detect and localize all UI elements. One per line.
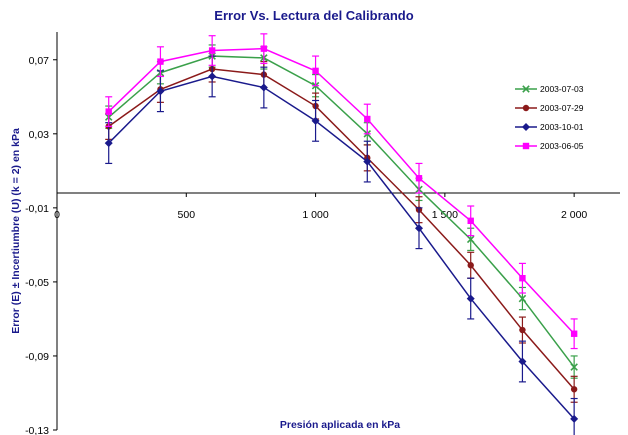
chart-title: Error Vs. Lectura del Calibrando xyxy=(214,8,413,23)
diamond-marker xyxy=(363,157,372,166)
series-2003-07-29 xyxy=(105,55,578,403)
legend-label: 2003-07-29 xyxy=(540,103,584,113)
x-tick-label: 2 000 xyxy=(561,209,587,221)
y-tick-label: -0,13 xyxy=(25,425,49,435)
diamond-marker xyxy=(311,116,320,125)
square-marker xyxy=(105,108,112,115)
circle-marker xyxy=(467,262,474,269)
x-marker-stroke xyxy=(466,235,475,244)
diamond-marker xyxy=(522,123,530,131)
diamond-marker xyxy=(570,414,579,423)
diamond-marker xyxy=(259,83,268,92)
legend-item: 2003-10-01 xyxy=(515,122,584,132)
square-marker xyxy=(364,115,371,123)
series-line xyxy=(108,47,575,335)
x-tick-label: 500 xyxy=(178,209,196,221)
legend-item: 2003-06-05 xyxy=(515,141,584,151)
square-marker xyxy=(208,47,216,54)
square-marker xyxy=(312,67,319,75)
x-axis-label: Presión aplicada en kPa xyxy=(280,419,400,431)
series-line xyxy=(108,68,575,390)
circle-marker xyxy=(519,326,526,334)
series-2003-10-01 xyxy=(104,55,579,435)
x-marker xyxy=(466,235,475,244)
x-tick-label: 1 000 xyxy=(302,209,328,221)
legend-item: 2003-07-29 xyxy=(515,103,584,113)
legend-item: 2003-07-03 xyxy=(515,84,584,94)
square-marker xyxy=(157,58,164,65)
diamond-marker xyxy=(518,357,527,366)
legend-label: 2003-06-05 xyxy=(540,141,584,151)
diamond-marker xyxy=(415,224,423,233)
circle-marker xyxy=(522,104,530,112)
y-tick-label: -0,01 xyxy=(25,203,49,215)
y-tick-label: -0,09 xyxy=(25,351,49,363)
series-2003-06-05 xyxy=(105,33,578,350)
square-marker xyxy=(570,330,578,337)
y-axis-label: Error (E) ± Incertiumbre (U) (k = 2) en … xyxy=(10,128,22,334)
series-line xyxy=(108,75,575,420)
x-marker-stroke xyxy=(522,85,530,93)
x-marker-stroke xyxy=(570,363,578,371)
y-tick-label: 0,07 xyxy=(29,55,50,67)
legend: 2003-07-03 2003-07-29 2003-10-01 2003-06-05 xyxy=(515,84,584,151)
legend-label: 2003-07-03 xyxy=(540,84,584,94)
diamond-marker xyxy=(466,294,475,303)
x-marker-stroke xyxy=(518,294,527,303)
diamond-marker xyxy=(156,87,165,96)
square-marker xyxy=(260,45,268,52)
diamond-marker xyxy=(208,72,217,81)
series-line xyxy=(108,55,575,368)
plot-area: 0,070,03-0,01-0,05-0,09-0,130 500 1 000 1 5… xyxy=(25,33,587,435)
square-marker xyxy=(467,217,474,225)
x-marker xyxy=(518,294,527,303)
square-marker xyxy=(415,175,423,182)
square-marker xyxy=(519,275,526,282)
circle-marker xyxy=(570,386,578,393)
x-marker xyxy=(522,85,530,93)
y-tick-label: -0,05 xyxy=(25,277,49,289)
y-tick-label: 0,03 xyxy=(29,129,50,141)
square-marker xyxy=(522,142,530,150)
x-tick-label: 0 xyxy=(54,209,60,221)
x-marker xyxy=(570,363,578,371)
diamond-marker xyxy=(104,139,113,148)
legend-label: 2003-10-01 xyxy=(540,122,584,132)
